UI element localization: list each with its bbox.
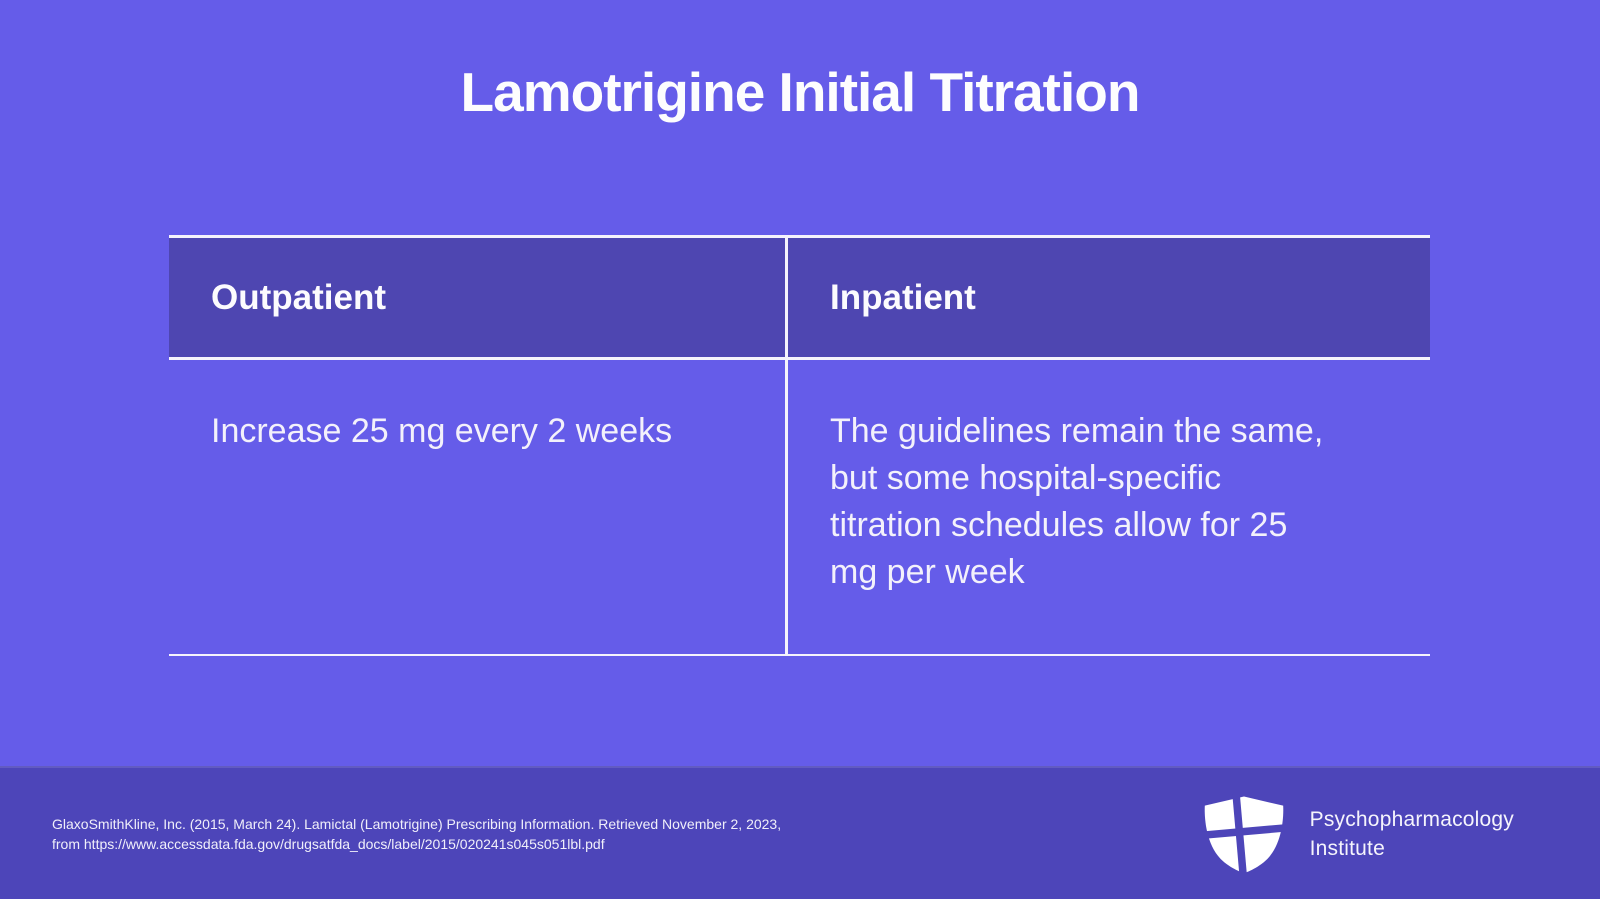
brand-name-line-2: Institute xyxy=(1309,836,1385,860)
citation-line-2: from https://www.accessdata.fda.gov/drug… xyxy=(52,835,605,852)
table-header-inpatient: Inpatient xyxy=(788,238,1430,360)
slide-footer: GlaxoSmithKline, Inc. (2015, March 24). … xyxy=(0,766,1600,899)
brand-block: Psychopharmacology Institute xyxy=(1201,793,1514,874)
outpatient-guideline-text: Increase 25 mg every 2 weeks xyxy=(211,412,673,450)
citation: GlaxoSmithKline, Inc. (2015, March 24). … xyxy=(52,814,781,854)
brand-name-line-1: Psychopharmacology xyxy=(1309,807,1514,831)
brand-name: Psychopharmacology Institute xyxy=(1310,805,1514,863)
table-cell-inpatient: The guidelines remain the same, but some… xyxy=(788,360,1430,656)
inpatient-guideline-text: The guidelines remain the same, but some… xyxy=(830,412,1324,591)
table-cell-outpatient: Increase 25 mg every 2 weeks xyxy=(169,360,788,656)
citation-line-1: GlaxoSmithKline, Inc. (2015, March 24). … xyxy=(52,815,782,832)
table-header-outpatient: Outpatient xyxy=(169,238,788,360)
titration-table: Outpatient Inpatient Increase 25 mg ever… xyxy=(169,235,1430,656)
shield-cross-logo xyxy=(1201,793,1286,874)
page-title: Lamotrigine Initial Titration xyxy=(460,61,1141,123)
